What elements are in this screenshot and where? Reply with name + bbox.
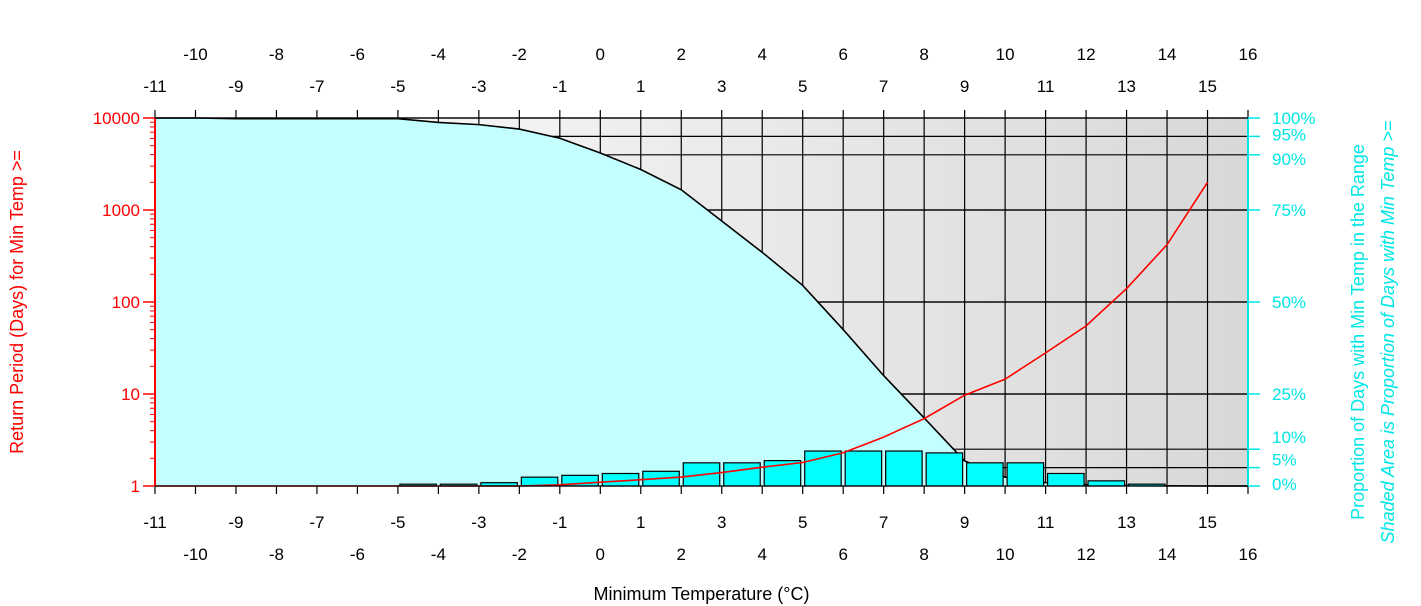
y-right-tick-label: 90%	[1272, 150, 1306, 169]
x-tick-label-top: 14	[1158, 45, 1177, 64]
x-tick-label-top: 9	[960, 77, 969, 96]
x-tick-label-top: 0	[596, 45, 605, 64]
y-right-tick-label: 0%	[1272, 475, 1297, 494]
y-left-tick-label: 10	[121, 385, 140, 404]
y-right-tick-label: 50%	[1272, 293, 1306, 312]
x-tick-label-top: 10	[996, 45, 1015, 64]
bar	[1087, 480, 1126, 487]
bar	[1046, 472, 1085, 487]
bar	[804, 450, 842, 487]
x-tick-label-top: 2	[677, 45, 686, 64]
x-tick-label-top: -3	[471, 77, 486, 96]
proportion-at-or-above-area	[155, 118, 1248, 486]
x-tick-label-top: -8	[269, 45, 284, 64]
y-left-tick-label: 10000	[93, 109, 140, 128]
x-tick-label-top: 12	[1077, 45, 1096, 64]
bar	[1006, 462, 1045, 487]
y-right-tick-label: 10%	[1272, 428, 1306, 447]
x-tick-label-top: 8	[919, 45, 928, 64]
y-right-tick-label: 75%	[1272, 201, 1306, 220]
x-tick-label-bottom: 2	[677, 545, 686, 564]
y-left-tick-label: 1000	[102, 201, 140, 220]
x-tick-label-bottom: -7	[309, 513, 324, 532]
y-right-tick-label: 5%	[1272, 451, 1297, 470]
x-tick-label-bottom: -1	[552, 513, 567, 532]
x-tick-label-bottom: -9	[228, 513, 243, 532]
x-tick-label-bottom: 16	[1239, 545, 1258, 564]
x-tick-label-bottom: -2	[512, 545, 527, 564]
bar	[966, 462, 1004, 487]
x-tick-label-bottom: 1	[636, 513, 645, 532]
bar	[723, 462, 761, 487]
x-axis-title: Minimum Temperature (°C)	[594, 584, 810, 604]
x-tick-label-bottom: 6	[838, 545, 847, 564]
y-right-tick-label: 95%	[1272, 125, 1306, 144]
x-tick-label-bottom: 11	[1037, 513, 1055, 532]
x-tick-label-bottom: 7	[879, 513, 888, 532]
x-tick-label-bottom: 3	[717, 513, 726, 532]
x-tick-label-bottom: 4	[757, 545, 766, 564]
x-tick-label-bottom: 15	[1198, 513, 1217, 532]
x-tick-label-top: -4	[431, 45, 446, 64]
y-right-tick-label: 25%	[1272, 385, 1306, 404]
x-tick-label-top: 5	[798, 77, 807, 96]
x-tick-label-bottom: -11	[143, 513, 166, 532]
x-tick-label-bottom: -10	[183, 545, 208, 564]
y-right-tick-label: 100%	[1272, 109, 1315, 128]
y-left-tick-label: 1	[131, 477, 140, 496]
x-tick-label-top: 7	[879, 77, 888, 96]
x-tick-label-bottom: 10	[996, 545, 1015, 564]
y-axis-left-title: Return Period (Days) for Min Temp >=	[7, 150, 27, 454]
x-tick-label-top: 6	[838, 45, 847, 64]
x-tick-label-bottom: -5	[390, 513, 405, 532]
x-tick-label-top: 3	[717, 77, 726, 96]
x-tick-label-bottom: 14	[1158, 545, 1177, 564]
x-tick-label-bottom: 5	[798, 513, 807, 532]
x-tick-label-top: -11	[143, 77, 166, 96]
tick-labels: -11-11-9-9-7-7-5-5-3-3-1-111335577991111…	[93, 45, 1316, 564]
x-tick-label-top: -10	[183, 45, 208, 64]
x-tick-label-bottom: 12	[1077, 545, 1096, 564]
bar	[925, 452, 964, 487]
x-tick-label-bottom: -6	[350, 545, 365, 564]
x-tick-label-top: -7	[309, 77, 324, 96]
x-tick-label-bottom: -3	[471, 513, 486, 532]
x-tick-label-bottom: 13	[1117, 513, 1136, 532]
x-tick-label-bottom: -8	[269, 545, 284, 564]
axes	[143, 110, 1260, 494]
x-tick-label-bottom: 0	[596, 545, 605, 564]
x-tick-label-top: -9	[228, 77, 243, 96]
x-tick-label-top: 11	[1037, 77, 1055, 96]
x-tick-label-top: -5	[390, 77, 405, 96]
x-tick-label-top: 15	[1198, 77, 1217, 96]
y-axis-right-title: Proportion of Days with Min Temp in the …	[1348, 144, 1368, 520]
x-tick-label-bottom: -4	[431, 545, 446, 564]
y-left-tick-label: 100	[112, 293, 140, 312]
x-tick-label-top: 13	[1117, 77, 1136, 96]
bar	[885, 450, 923, 487]
x-tick-label-top: -2	[512, 45, 527, 64]
x-tick-label-top: 4	[757, 45, 766, 64]
x-tick-label-top: -6	[350, 45, 365, 64]
bar	[844, 450, 883, 487]
x-tick-label-bottom: 8	[919, 545, 928, 564]
x-tick-label-top: 1	[636, 77, 645, 96]
x-tick-label-bottom: 9	[960, 513, 969, 532]
x-tick-label-top: 16	[1239, 45, 1258, 64]
y-axis-right-title-shaded: Shaded Area is Proportion of Days with M…	[1378, 121, 1398, 544]
x-tick-label-top: -1	[552, 77, 567, 96]
